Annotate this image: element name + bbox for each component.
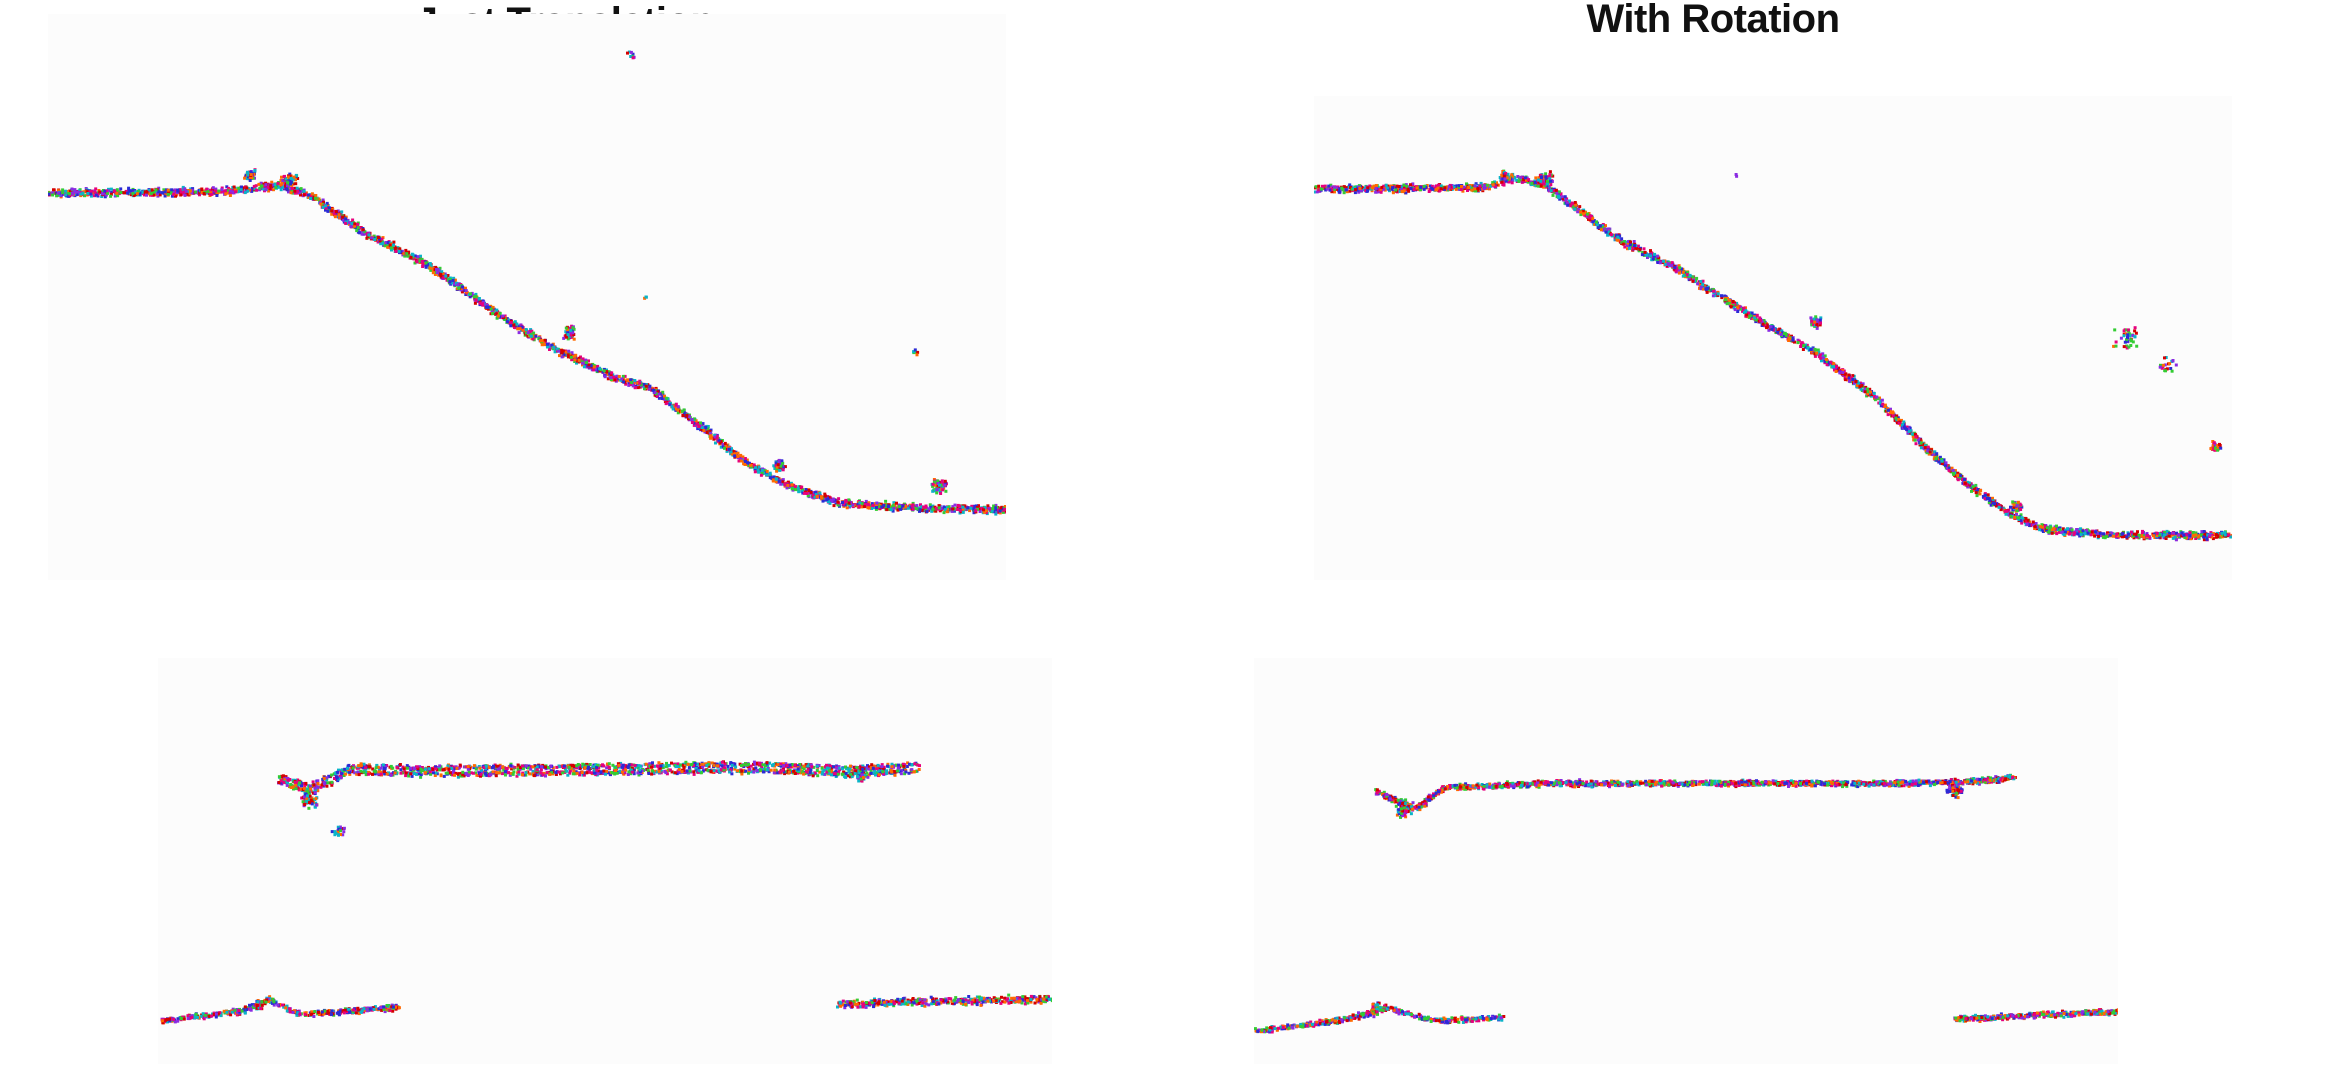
plot-translation-slope bbox=[48, 14, 1006, 580]
plot-rotation-flat bbox=[1254, 658, 2118, 1064]
plot-rotation-slope bbox=[1314, 96, 2232, 580]
plot-translation-flat bbox=[158, 658, 1052, 1064]
title-with-rotation: With Rotation bbox=[1586, 0, 1840, 41]
